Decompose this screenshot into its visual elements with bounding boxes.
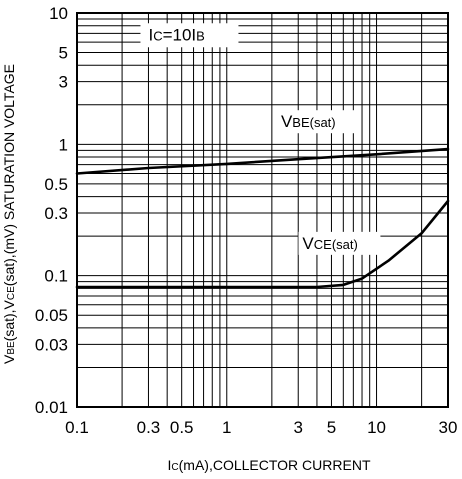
x-tick-label: 1 — [222, 418, 231, 437]
y-tick-label: 5 — [59, 44, 68, 63]
series-label: VBE(sat) — [281, 112, 336, 131]
series-curves — [75, 147, 450, 289]
plot-frame — [76, 12, 449, 408]
y-tick-label: 0.1 — [44, 267, 68, 286]
y-tick-label: 0.05 — [35, 306, 68, 325]
series-label-bg — [298, 231, 381, 255]
x-tick-label: 0.1 — [65, 418, 89, 437]
y-tick-label: 0.03 — [35, 335, 68, 354]
x-tick-label: 0.3 — [137, 418, 161, 437]
condition-label-bg — [140, 23, 239, 48]
annotations: IC=10IB VBE(sat) VCE(sat) — [140, 23, 381, 255]
x-tick-label: 0.5 — [170, 418, 194, 437]
x-tick-label: 3 — [293, 418, 302, 437]
grid — [77, 13, 448, 407]
y-tick-label: 10 — [49, 4, 68, 23]
series-line — [75, 147, 450, 175]
y-axis-label: VBE(sat),VCE(sat),(mV) SATURATION VOLTAG… — [1, 64, 17, 364]
series-line — [75, 199, 450, 289]
x-tick-label: 10 — [367, 418, 386, 437]
y-tick-label: 0.5 — [44, 175, 68, 194]
series-label: VCE(sat) — [302, 234, 357, 253]
y-tick-label: 1 — [59, 135, 68, 154]
y-tick-label: 0.3 — [44, 204, 68, 223]
x-tick-label: 30 — [439, 418, 458, 437]
series-label-bg — [276, 110, 359, 134]
x-tick-label: 5 — [327, 418, 336, 437]
x-axis-label: IC(mA),COLLECTOR CURRENT — [168, 457, 371, 473]
y-tick-labels: 10 5 3 1 0.5 0.3 0.1 0.05 0.03 0.01 — [35, 4, 68, 417]
x-tick-labels: 0.1 0.3 0.5 1 3 5 10 30 — [65, 418, 457, 437]
y-tick-label: 0.01 — [35, 398, 68, 417]
condition-label: IC=10IB — [148, 25, 204, 44]
y-tick-label: 3 — [59, 73, 68, 92]
